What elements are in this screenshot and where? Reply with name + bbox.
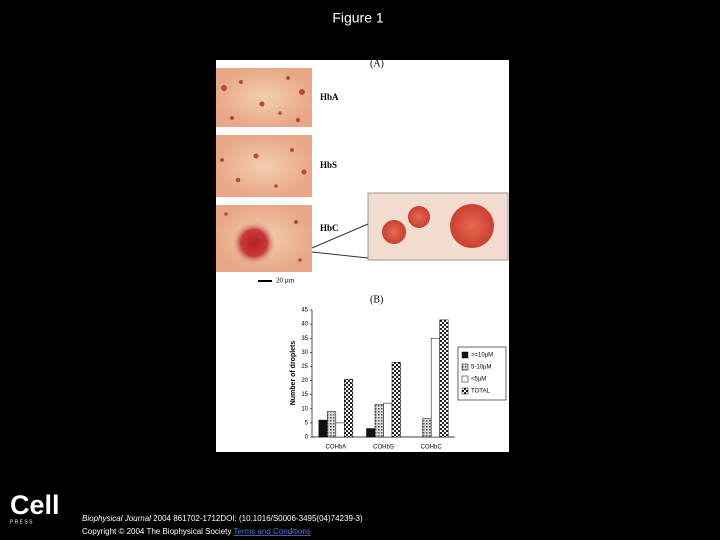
bar <box>366 428 376 438</box>
legend-label: <5µM <box>471 377 486 383</box>
bar <box>383 402 393 438</box>
image-label: HbA <box>320 92 339 102</box>
inset-pointer <box>311 223 369 249</box>
bar <box>318 419 328 438</box>
citation-text: 2004 861702-1712DOI: (10.1016/S0006-3495… <box>153 514 363 523</box>
copyright-text: Copyright © 2004 The Biophysical Society <box>82 527 231 536</box>
legend-label: 5-10µM <box>471 365 491 371</box>
micrographs: 20 µm <box>216 68 509 285</box>
legend-swatch <box>461 375 469 383</box>
bar <box>430 337 440 438</box>
y-axis-label: Number of droplets <box>290 341 297 406</box>
y-tick-label: 0 <box>305 435 309 441</box>
logo-sub: P R E S S <box>10 519 33 525</box>
legend-swatch <box>461 363 469 371</box>
y-tick-label: 20 <box>301 378 308 384</box>
panel-label: (B) <box>370 294 383 305</box>
copyright: Copyright © 2004 The Biophysical Society… <box>82 527 311 536</box>
bar <box>391 361 401 438</box>
inset-pointer <box>311 251 369 259</box>
y-tick-label: 25 <box>301 364 308 370</box>
y-tick-label: 5 <box>305 420 309 426</box>
y-tick-label: 45 <box>301 308 308 314</box>
droplet <box>232 221 276 265</box>
legend-swatch <box>461 351 469 359</box>
bar <box>344 378 354 438</box>
citation: Biophysical Journal 2004 861702-1712DOI:… <box>82 514 363 523</box>
y-tick-label: 15 <box>301 392 308 398</box>
y-tick-label: 30 <box>301 350 308 356</box>
logo-text: Cell <box>10 490 60 520</box>
y-tick-label: 40 <box>301 322 308 328</box>
terms-link[interactable]: Terms and Conditions <box>233 527 310 536</box>
scale-label: 20 µm <box>276 277 295 285</box>
legend-label: >=10µM <box>471 353 493 359</box>
legend-swatch <box>461 387 469 395</box>
logo: Cell P R E S S <box>10 490 60 525</box>
image-label: HbS <box>320 160 337 170</box>
y-tick-label: 35 <box>301 336 308 342</box>
droplet <box>450 204 494 248</box>
legend-label: TOTAL <box>471 389 490 395</box>
panel-label: (A) <box>370 58 384 69</box>
bar <box>422 418 432 438</box>
image-label: HbC <box>320 223 339 233</box>
bar <box>439 319 449 438</box>
bar <box>335 422 345 438</box>
slide-title: Figure 1 <box>332 10 384 26</box>
journal: Biophysical Journal <box>82 514 151 523</box>
x-tick-label: COHbS <box>373 445 394 451</box>
micrograph <box>216 135 312 197</box>
x-tick-label: COHbA <box>325 445 346 451</box>
y-tick-label: 10 <box>301 406 308 412</box>
x-tick-label: COHbC <box>421 445 443 451</box>
droplet <box>382 220 406 244</box>
bar <box>374 404 384 438</box>
droplet <box>408 206 430 228</box>
bar <box>327 411 337 438</box>
